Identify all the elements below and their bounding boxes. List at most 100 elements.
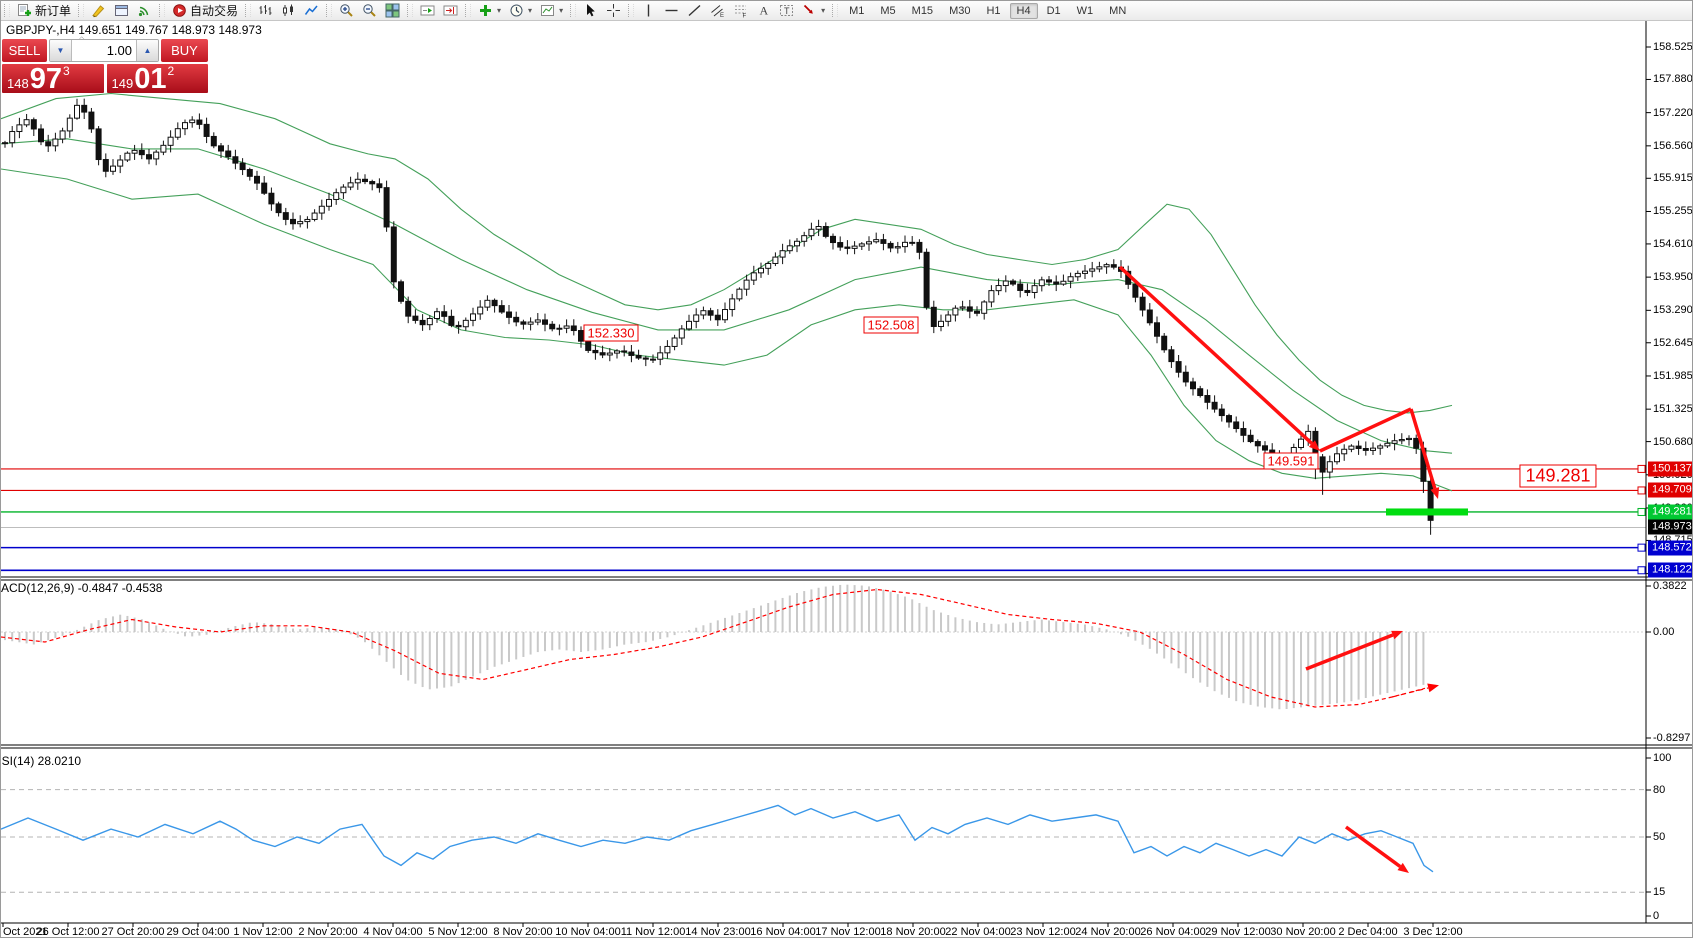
bollinger-middle-band[interactable] xyxy=(1,138,1453,454)
rsi-line xyxy=(1,804,1434,873)
candle-chart-button[interactable] xyxy=(277,1,300,20)
candles[interactable] xyxy=(2,98,1434,535)
candle-chart-icon xyxy=(281,3,296,18)
price-axis-tick-label: 151.985 xyxy=(1653,369,1693,382)
auto-scroll-button[interactable] xyxy=(416,1,439,20)
timeframe-w1[interactable]: W1 xyxy=(1076,4,1094,17)
trend-arrow[interactable] xyxy=(1118,265,1320,451)
auto-scroll-icon xyxy=(420,3,435,18)
sell-price-box[interactable]: 148 97 3 xyxy=(2,64,104,94)
chart-canvas[interactable] xyxy=(1,20,1693,938)
toolbar-group-handle[interactable] xyxy=(245,4,252,17)
trend-line-segment[interactable] xyxy=(1319,407,1412,453)
timeframe-h1[interactable]: H1 xyxy=(986,4,1001,17)
volume-increase-button[interactable]: ▲ xyxy=(136,40,158,61)
vertical-line-button[interactable] xyxy=(637,1,660,20)
toolbar-group-handle[interactable] xyxy=(326,4,333,17)
text-label-button[interactable]: T xyxy=(775,1,798,20)
rsi-annotation-arrow[interactable] xyxy=(1344,825,1409,873)
chart-area[interactable]: GBPJPY-,H4 149.651 149.767 148.973 148.9… xyxy=(1,20,1692,937)
macd-signal-line xyxy=(1,588,1426,708)
new-order-button[interactable]: 新订单 xyxy=(13,1,75,21)
time-label: 30 Nov 20:00 xyxy=(1270,926,1336,938)
time-label: 29 Nov 12:00 xyxy=(1205,926,1271,938)
timeframe-mn[interactable]: MN xyxy=(1109,4,1127,17)
price-badge-150.137: 150.137 xyxy=(1648,461,1692,477)
crosshair-button[interactable] xyxy=(602,1,625,20)
periods-button[interactable]: ▾ xyxy=(505,1,536,20)
time-label: 16 Nov 04:00 xyxy=(750,926,816,938)
price-annotation-label[interactable]: 152.508 xyxy=(863,316,919,334)
equidistant-channel-button[interactable]: E xyxy=(706,1,729,20)
trendline-icon xyxy=(687,3,702,18)
timeframe-m15[interactable]: M15 xyxy=(911,4,934,17)
signal-button[interactable] xyxy=(133,1,156,20)
sell-button[interactable]: SELL xyxy=(2,39,47,62)
fibonacci-icon: F xyxy=(733,3,748,18)
toolbar-group-handle[interactable] xyxy=(4,4,10,17)
macd-axis-label: -0.8297 xyxy=(1653,732,1691,744)
bollinger-lower-band[interactable] xyxy=(1,168,1453,492)
timeframe-m30[interactable]: M30 xyxy=(949,4,971,17)
text-button[interactable]: A xyxy=(752,1,775,20)
metaeditor-button[interactable] xyxy=(87,1,110,20)
svg-text:E: E xyxy=(720,13,724,18)
line-end-marker xyxy=(1637,507,1646,516)
buy-button[interactable]: BUY xyxy=(161,39,208,62)
timeframe-h4[interactable]: H4 xyxy=(1009,2,1038,19)
macd-annotation-arrow[interactable] xyxy=(1305,630,1403,671)
data-window-button[interactable] xyxy=(110,1,133,20)
tile-windows-button[interactable] xyxy=(381,1,404,20)
zoom-out-button[interactable] xyxy=(358,1,381,20)
vertical-line-icon xyxy=(641,3,656,18)
toolbar-group-handle[interactable] xyxy=(832,4,839,17)
bollinger-upper-band[interactable] xyxy=(1,92,1453,414)
rsi-axis-label: 80 xyxy=(1653,784,1666,796)
arrows-button[interactable]: ▾ xyxy=(798,1,829,20)
volume-decrease-button[interactable]: ▼ xyxy=(50,40,72,61)
time-label: 14 Nov 23:00 xyxy=(685,926,751,938)
fibonacci-button[interactable]: F xyxy=(729,1,752,20)
toolbar-group-handle[interactable] xyxy=(570,4,577,17)
timeframe-m1[interactable]: M1 xyxy=(849,4,865,17)
line-end-marker xyxy=(1637,464,1646,473)
line-chart-button[interactable] xyxy=(300,1,323,20)
trendline-button[interactable] xyxy=(683,1,706,20)
support-highlight-bar[interactable] xyxy=(1386,508,1468,516)
chart-shift-button[interactable] xyxy=(439,1,462,20)
price-badge-148.572: 148.572 xyxy=(1648,540,1692,556)
time-label: 3 Dec 12:00 xyxy=(1403,926,1463,938)
timeframe-d1[interactable]: D1 xyxy=(1046,4,1061,17)
horizontal-line-button[interactable] xyxy=(660,1,683,20)
rsi-label: RSI(14) 28.0210 xyxy=(1,754,82,768)
toolbar-group-handle[interactable] xyxy=(465,4,472,17)
macd-signal-arrow[interactable] xyxy=(1391,683,1439,698)
bar-chart-button[interactable] xyxy=(254,1,277,20)
crosshair-icon xyxy=(606,3,621,18)
cursor-button[interactable] xyxy=(579,1,602,20)
volume-input[interactable] xyxy=(72,40,136,61)
price-axis-tick-label: 152.645 xyxy=(1653,336,1693,349)
svg-text:T: T xyxy=(784,6,790,16)
toolbar-group-handle[interactable] xyxy=(407,4,414,17)
timeframe-m5[interactable]: M5 xyxy=(880,4,896,17)
volume-box: ▼ ▲ xyxy=(49,39,159,62)
price-annotation-label[interactable]: 149.591 xyxy=(1263,452,1319,470)
trend-arrow[interactable] xyxy=(1409,408,1440,499)
zoom-in-button[interactable] xyxy=(335,1,358,20)
price-annotation-label[interactable]: 152.330 xyxy=(583,324,639,342)
time-label: 26 Oct 12:00 xyxy=(36,926,100,938)
zoom-out-icon xyxy=(362,3,377,18)
buy-price-box[interactable]: 149 01 2 xyxy=(106,64,208,94)
new-order-label: 新订单 xyxy=(35,4,72,18)
chevron-down-icon: ▾ xyxy=(497,6,502,15)
autotrading-button[interactable]: 自动交易 xyxy=(168,1,242,21)
indicators-button[interactable]: ▾ xyxy=(474,1,505,20)
timeframe-toolbar: M1 M5 M15 M30 H1 H4 D1 W1 MN xyxy=(841,1,1134,20)
toolbar-group-handle[interactable] xyxy=(159,4,166,17)
templates-button[interactable]: ▾ xyxy=(536,1,567,20)
price-axis-tick-label: 155.255 xyxy=(1653,205,1693,218)
toolbar-group-handle[interactable] xyxy=(78,4,85,17)
toolbar-group-handle[interactable] xyxy=(628,4,635,17)
price-annotation-label[interactable]: 149.281 xyxy=(1519,464,1597,488)
